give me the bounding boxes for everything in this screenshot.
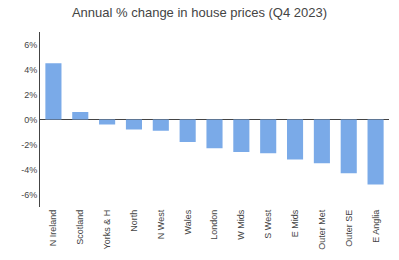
svg-text:Yorks & H: Yorks & H bbox=[102, 210, 112, 250]
svg-text:Annual % change in house price: Annual % change in house prices (Q4 2023… bbox=[72, 5, 327, 20]
svg-text:Outer SE: Outer SE bbox=[344, 210, 354, 247]
svg-text:North: North bbox=[129, 210, 139, 232]
svg-text:E Anglia: E Anglia bbox=[371, 210, 381, 243]
svg-text:E Mids: E Mids bbox=[290, 209, 300, 237]
svg-text:6%: 6% bbox=[24, 40, 37, 50]
svg-text:N West: N West bbox=[156, 209, 166, 239]
svg-text:Outer Met: Outer Met bbox=[317, 209, 327, 250]
svg-text:W Mids: W Mids bbox=[236, 209, 246, 239]
svg-text:2%: 2% bbox=[24, 90, 37, 100]
svg-text:Scotland: Scotland bbox=[75, 210, 85, 245]
svg-text:-6%: -6% bbox=[21, 190, 37, 200]
svg-text:0%: 0% bbox=[24, 115, 37, 125]
svg-text:4%: 4% bbox=[24, 65, 37, 75]
svg-text:N Ireland: N Ireland bbox=[48, 210, 58, 247]
svg-text:-4%: -4% bbox=[21, 165, 37, 175]
svg-text:Wales: Wales bbox=[183, 209, 193, 234]
svg-text:-2%: -2% bbox=[21, 140, 37, 150]
svg-text:London: London bbox=[209, 210, 219, 240]
svg-text:S West: S West bbox=[263, 209, 273, 238]
